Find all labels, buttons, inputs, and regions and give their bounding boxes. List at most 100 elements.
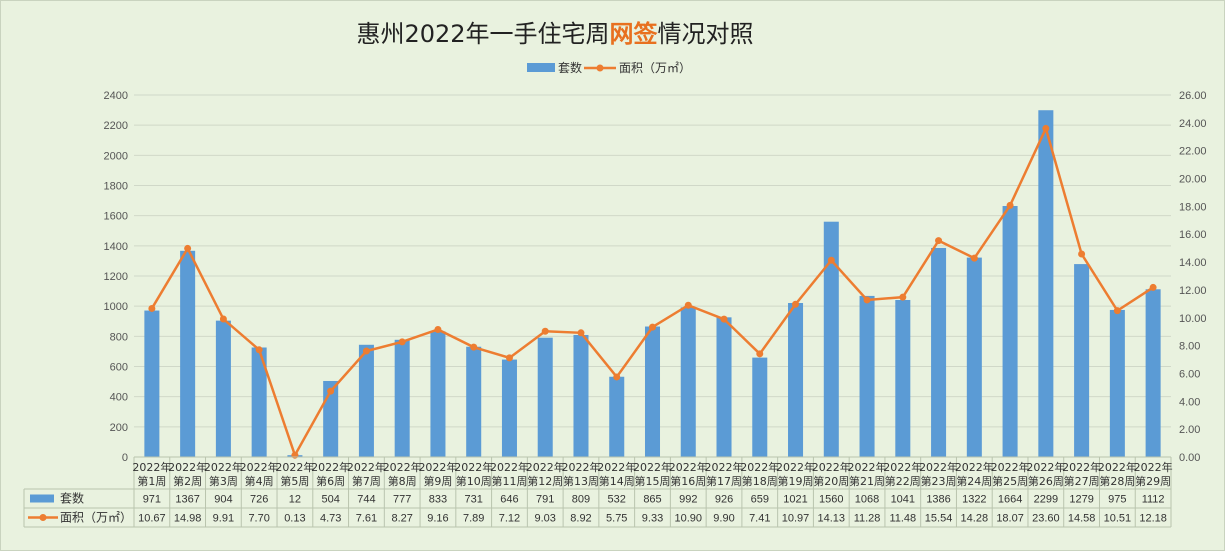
left-tick-label: 2000 xyxy=(104,150,128,162)
line-point xyxy=(541,327,549,335)
table-value-area: 7.70 xyxy=(248,513,269,525)
table-value-count: 992 xyxy=(679,494,697,506)
line-point xyxy=(184,244,192,252)
line-point xyxy=(720,315,728,323)
table-value-area: 10.90 xyxy=(674,513,702,525)
right-tick-label: 0.00 xyxy=(1179,452,1200,464)
table-value-area: 9.33 xyxy=(642,513,663,525)
category-label-year: 2022年 xyxy=(1026,460,1065,474)
category-label-year: 2022年 xyxy=(418,460,457,474)
chart-title-suffix: 情况对照 xyxy=(657,20,754,48)
category-label-year: 2022年 xyxy=(883,460,922,474)
table-value-count: 1386 xyxy=(926,494,950,506)
table-value-count: 504 xyxy=(321,494,339,506)
category-label-week: 第15周 xyxy=(635,474,671,488)
table-value-area: 7.61 xyxy=(356,513,377,525)
left-tick-label: 1600 xyxy=(104,211,128,223)
table-value-count: 726 xyxy=(250,494,268,506)
table-value-count: 904 xyxy=(214,494,232,506)
right-tick-label: 12.00 xyxy=(1179,285,1207,297)
category-label-week: 第14周 xyxy=(599,474,635,488)
category-label-year: 2022年 xyxy=(240,460,279,474)
left-tick-label: 400 xyxy=(110,392,128,404)
bar xyxy=(144,310,160,457)
category-label-year: 2022年 xyxy=(812,460,851,474)
table-value-area: 10.97 xyxy=(782,513,810,525)
table-value-count: 1664 xyxy=(998,494,1022,506)
table-value-area: 7.12 xyxy=(499,513,520,525)
table-value-count: 646 xyxy=(500,494,518,506)
bar xyxy=(644,326,661,457)
legend-label-bar: 套数 xyxy=(558,60,582,75)
left-tick-label: 200 xyxy=(110,422,128,434)
table-value-count: 1021 xyxy=(783,494,807,506)
line-point xyxy=(756,350,764,358)
category-label-year: 2022年 xyxy=(919,460,958,474)
category-label-week: 第26周 xyxy=(1028,474,1064,488)
table-value-count: 659 xyxy=(751,494,769,506)
left-tick-label: 2200 xyxy=(104,120,128,132)
line-point xyxy=(148,304,156,312)
table-value-area: 12.18 xyxy=(1139,513,1167,525)
table-value-count: 971 xyxy=(143,494,161,506)
table-value-area: 9.03 xyxy=(535,513,556,525)
table-value-area: 8.27 xyxy=(391,513,412,525)
line-point xyxy=(327,387,335,395)
line-point xyxy=(827,256,835,264)
table-value-count: 1367 xyxy=(175,494,199,506)
table-value-area: 11.48 xyxy=(889,513,916,525)
line-point xyxy=(505,354,513,362)
right-tick-label: 14.00 xyxy=(1179,257,1207,269)
legend: 套数 面积（万㎡） xyxy=(527,60,691,75)
line-point xyxy=(577,329,585,337)
bar xyxy=(573,334,589,457)
category-label-year: 2022年 xyxy=(132,460,171,474)
category-label-year: 2022年 xyxy=(633,460,672,474)
right-tick-label: 26.00 xyxy=(1179,90,1207,102)
right-tick-label: 6.00 xyxy=(1179,368,1200,380)
table-value-area: 7.89 xyxy=(463,513,484,525)
category-label-week: 第7周 xyxy=(352,474,381,488)
category-label-week: 第3周 xyxy=(209,474,238,488)
category-label-week: 第2周 xyxy=(173,474,202,488)
left-tick-label: 1400 xyxy=(104,241,128,253)
line-point xyxy=(1078,250,1086,258)
category-label-year: 2022年 xyxy=(168,460,207,474)
bar xyxy=(788,302,804,457)
category-label-week: 第13周 xyxy=(563,474,599,488)
left-tick-label: 2400 xyxy=(104,90,128,102)
left-tick-label: 1200 xyxy=(104,271,128,283)
category-label-year: 2022年 xyxy=(311,460,350,474)
bar xyxy=(680,307,696,457)
bar xyxy=(394,339,410,457)
table-value-count: 1041 xyxy=(891,494,915,506)
category-label-week: 第29周 xyxy=(1135,474,1171,488)
table-value-count: 1068 xyxy=(855,494,879,506)
category-label-year: 2022年 xyxy=(1134,460,1173,474)
table-value-count: 865 xyxy=(643,494,661,506)
line-point xyxy=(1006,201,1014,209)
line-point xyxy=(434,325,442,333)
bar xyxy=(501,359,517,457)
bar xyxy=(358,344,374,457)
table-value-count: 833 xyxy=(429,494,447,506)
table-value-area: 15.54 xyxy=(925,513,953,525)
chart-title: 惠州2022年一手住宅周网签情况对照 xyxy=(0,14,1110,49)
bar-series xyxy=(144,110,1161,458)
category-label-week: 第24周 xyxy=(956,474,992,488)
category-label-year: 2022年 xyxy=(561,460,600,474)
category-label-year: 2022年 xyxy=(383,460,422,474)
right-tick-label: 4.00 xyxy=(1179,396,1200,408)
line-point xyxy=(219,315,227,323)
category-label-week: 第10周 xyxy=(456,474,492,488)
category-label-year: 2022年 xyxy=(705,460,744,474)
line-point xyxy=(291,451,299,459)
table-value-area: 14.28 xyxy=(961,513,989,525)
table-value-area: 9.90 xyxy=(713,513,734,525)
bar xyxy=(251,347,267,457)
table-value-area: 9.16 xyxy=(427,513,448,525)
table-value-area: 14.13 xyxy=(818,513,846,525)
bar xyxy=(859,295,875,457)
bar xyxy=(1038,110,1054,458)
right-tick-label: 2.00 xyxy=(1179,424,1200,436)
